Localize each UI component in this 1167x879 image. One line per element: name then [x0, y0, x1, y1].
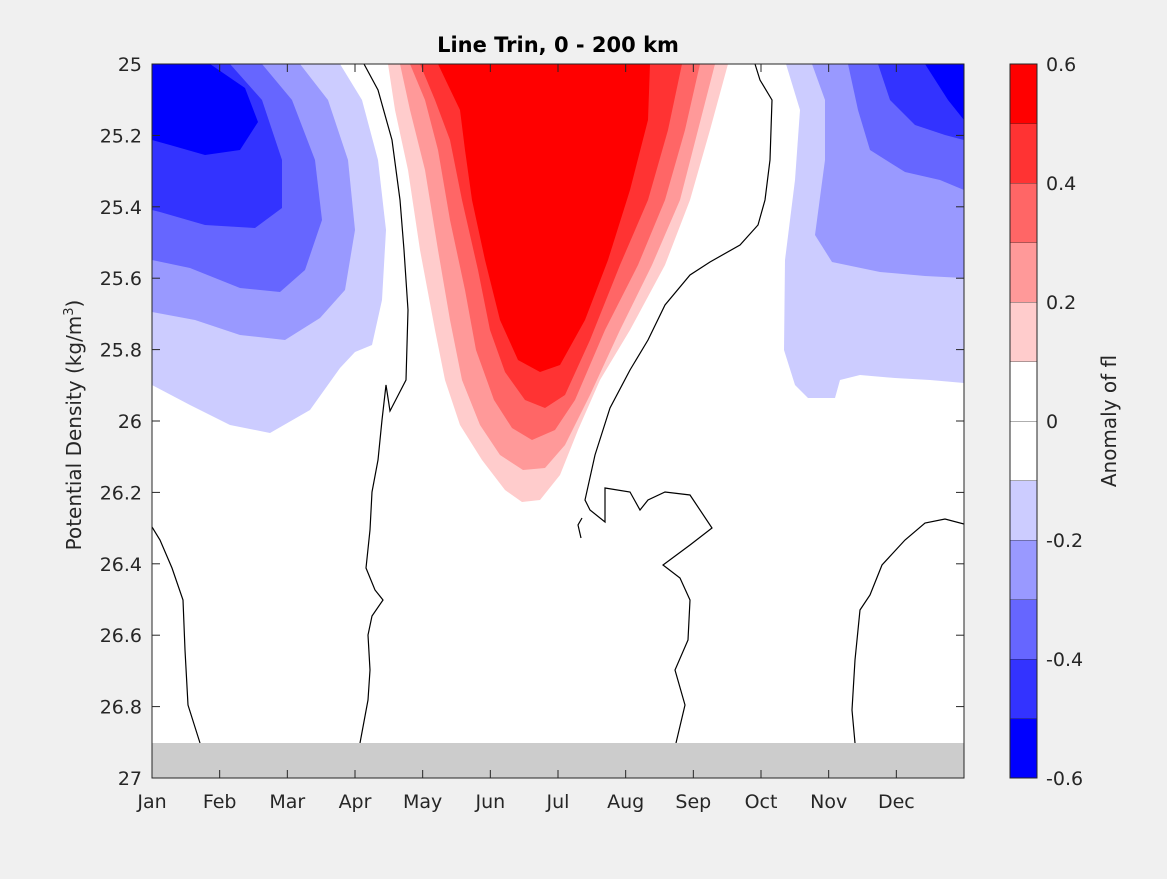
- y-tick-label: 26.2: [100, 482, 142, 504]
- y-axis: 25 25.2 25.4 25.6 25.8 26 26.2 26.4 26.6 26.8 27: [100, 54, 964, 790]
- x-tick-label: Mar: [269, 791, 305, 813]
- contour-band-minus-0p6: [152, 64, 258, 155]
- x-tick-label: Feb: [203, 791, 237, 813]
- plot-area: [152, 64, 964, 778]
- colorbar-band: [1010, 302, 1037, 362]
- y-tick-label: 26: [118, 411, 142, 433]
- zero-contour-lines: [152, 64, 964, 744]
- x-tick-label: Oct: [745, 791, 778, 813]
- y-tick-label: 25.2: [100, 125, 142, 147]
- colorbar-band: [1010, 361, 1037, 421]
- zero-contour-left: [152, 526, 201, 744]
- colorbar-band: [1010, 659, 1037, 719]
- y-tick-label: 26.6: [100, 625, 142, 647]
- x-tick-label: Jul: [546, 791, 570, 813]
- colorbar-tick-label: 0: [1046, 411, 1058, 433]
- colorbar-tick-label: 0.6: [1046, 54, 1076, 76]
- colorbar-tick-label: -0.2: [1046, 530, 1083, 552]
- contour-band-minus-0p6-right: [925, 64, 964, 120]
- zero-contour-summer: [584, 64, 773, 744]
- y-tick-label: 25.6: [100, 268, 142, 290]
- colorbar-frame: [1009, 63, 1038, 779]
- x-tick-label: Jun: [474, 791, 505, 813]
- y-axis-label-close: ): [62, 300, 86, 308]
- colorbar-band: [1010, 183, 1037, 243]
- y-tick-label: 27: [118, 768, 142, 790]
- x-tick-label: Jan: [136, 791, 166, 813]
- y-axis-label: Potential Density (kg/m3): [62, 300, 86, 551]
- colorbar-tick-label: 0.2: [1046, 292, 1076, 314]
- x-axis: Jan Feb Mar Apr May Jun Jul Aug Sep Oct Nov Dec: [136, 64, 915, 813]
- colorbar-label: Anomaly of fl: [1097, 355, 1121, 487]
- y-tick-label: 25.8: [100, 340, 142, 362]
- x-tick-label: Sep: [675, 791, 711, 813]
- y-tick-label: 25: [118, 54, 142, 76]
- colorbar-band: [1010, 540, 1037, 600]
- chart-title: Line Trin, 0 - 200 km: [437, 33, 679, 57]
- colorbar-band: [1010, 123, 1037, 183]
- y-axis-label-sup: 3: [62, 307, 77, 315]
- colorbar-band: [1010, 480, 1037, 540]
- x-tick-label: Nov: [810, 791, 847, 813]
- colorbar-tick-label: -0.4: [1046, 649, 1083, 671]
- colorbar: [1010, 63, 1037, 778]
- y-tick-label: 26.8: [100, 697, 142, 719]
- zero-contour-small: [577, 517, 583, 539]
- colorbar-tick-label: -0.6: [1046, 768, 1083, 790]
- y-axis-label-main: Potential Density (kg/m: [62, 316, 86, 551]
- colorbar-band: [1010, 64, 1037, 124]
- contour-fill-negative-right: [784, 64, 964, 398]
- contour-band-plus-0p6: [438, 64, 650, 372]
- x-tick-label: Aug: [607, 791, 644, 813]
- contour-fill-negative-left: [152, 64, 386, 433]
- y-tick-label: 25.4: [100, 197, 142, 219]
- x-tick-label: May: [403, 791, 442, 813]
- colorbar-band: [1010, 421, 1037, 481]
- y-tick-label: 26.4: [100, 554, 142, 576]
- colorbar-band: [1010, 599, 1037, 659]
- zero-contour-april: [359, 64, 409, 744]
- colorbar-ticks: 0.6 0.4 0.2 0 -0.2 -0.4 -0.6: [1046, 54, 1083, 790]
- contour-fill-positive: [388, 64, 728, 502]
- colorbar-band: [1010, 242, 1037, 302]
- colorbar-tick-label: 0.4: [1046, 173, 1076, 195]
- x-tick-label: Apr: [339, 791, 372, 813]
- zero-contour-right: [851, 518, 964, 744]
- colorbar-band: [1010, 718, 1037, 778]
- x-tick-label: Dec: [878, 791, 915, 813]
